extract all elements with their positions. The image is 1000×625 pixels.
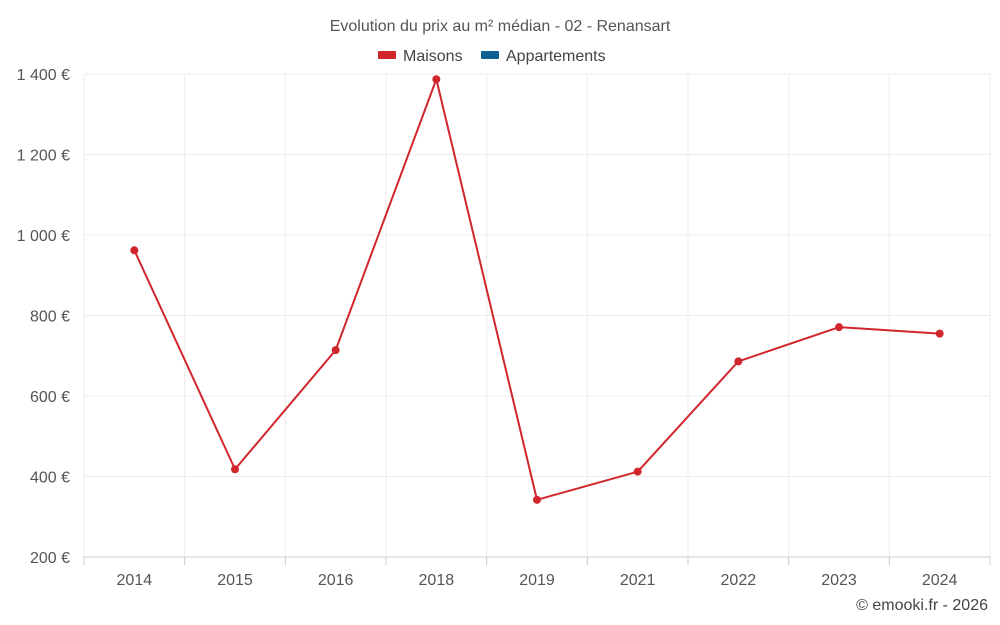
x-tick-label: 2024: [922, 572, 958, 589]
x-tick-label: 2015: [217, 572, 253, 589]
y-tick-label: 1 000 €: [17, 228, 70, 245]
y-tick-label: 600 €: [30, 389, 70, 406]
data-point-maisons[interactable]: [533, 495, 541, 504]
data-point-maisons[interactable]: [633, 467, 642, 476]
y-tick-label: 400 €: [30, 470, 70, 487]
y-tick-label: 200 €: [30, 550, 70, 567]
legend-item-maisons[interactable]: Maisons: [378, 48, 463, 65]
x-tick-label: 2019: [519, 572, 555, 589]
x-tick-label: 2014: [117, 572, 153, 589]
data-point-maisons[interactable]: [331, 346, 340, 355]
legend-label-maisons: Maisons: [403, 48, 463, 65]
legend-item-appartements[interactable]: Appartements: [481, 48, 606, 65]
legend-swatch-maisons: [378, 51, 396, 59]
x-tick-label: 2023: [821, 572, 857, 589]
legend-swatch-appartements: [481, 51, 499, 59]
data-point-maisons[interactable]: [130, 246, 139, 255]
grid: [83, 73, 991, 557]
series-line-maisons: [133, 78, 940, 501]
x-tick-label: 2016: [318, 572, 354, 589]
credit-text: © emooki.fr - 2026: [856, 597, 988, 614]
legend-label-appartements: Appartements: [506, 48, 606, 65]
y-tick-label: 1 200 €: [17, 148, 70, 165]
y-tick-label: 800 €: [30, 309, 70, 326]
series-maisons: [130, 75, 944, 504]
x-tick-label: 2021: [620, 572, 656, 589]
data-point-maisons[interactable]: [935, 329, 944, 338]
y-axis: 200 € 400 € 600 € 800 € 1 000 € 1 200 € 1 400 …: [17, 67, 70, 567]
data-point-maisons[interactable]: [835, 323, 843, 332]
y-tick-label: 1 400 €: [17, 67, 70, 84]
data-point-maisons[interactable]: [231, 465, 239, 474]
chart-title: Evolution du prix au m² médian - 02 - Re…: [330, 18, 671, 35]
x-tick-label: 2018: [419, 572, 455, 589]
data-point-maisons[interactable]: [734, 357, 743, 366]
data-point-maisons[interactable]: [432, 75, 441, 84]
x-tick-label: 2022: [721, 572, 757, 589]
legend: Maisons Appartements: [378, 48, 606, 65]
x-axis: 2014 2015 2016 2018 2019 2021 2022 2023 2024: [83, 556, 991, 589]
